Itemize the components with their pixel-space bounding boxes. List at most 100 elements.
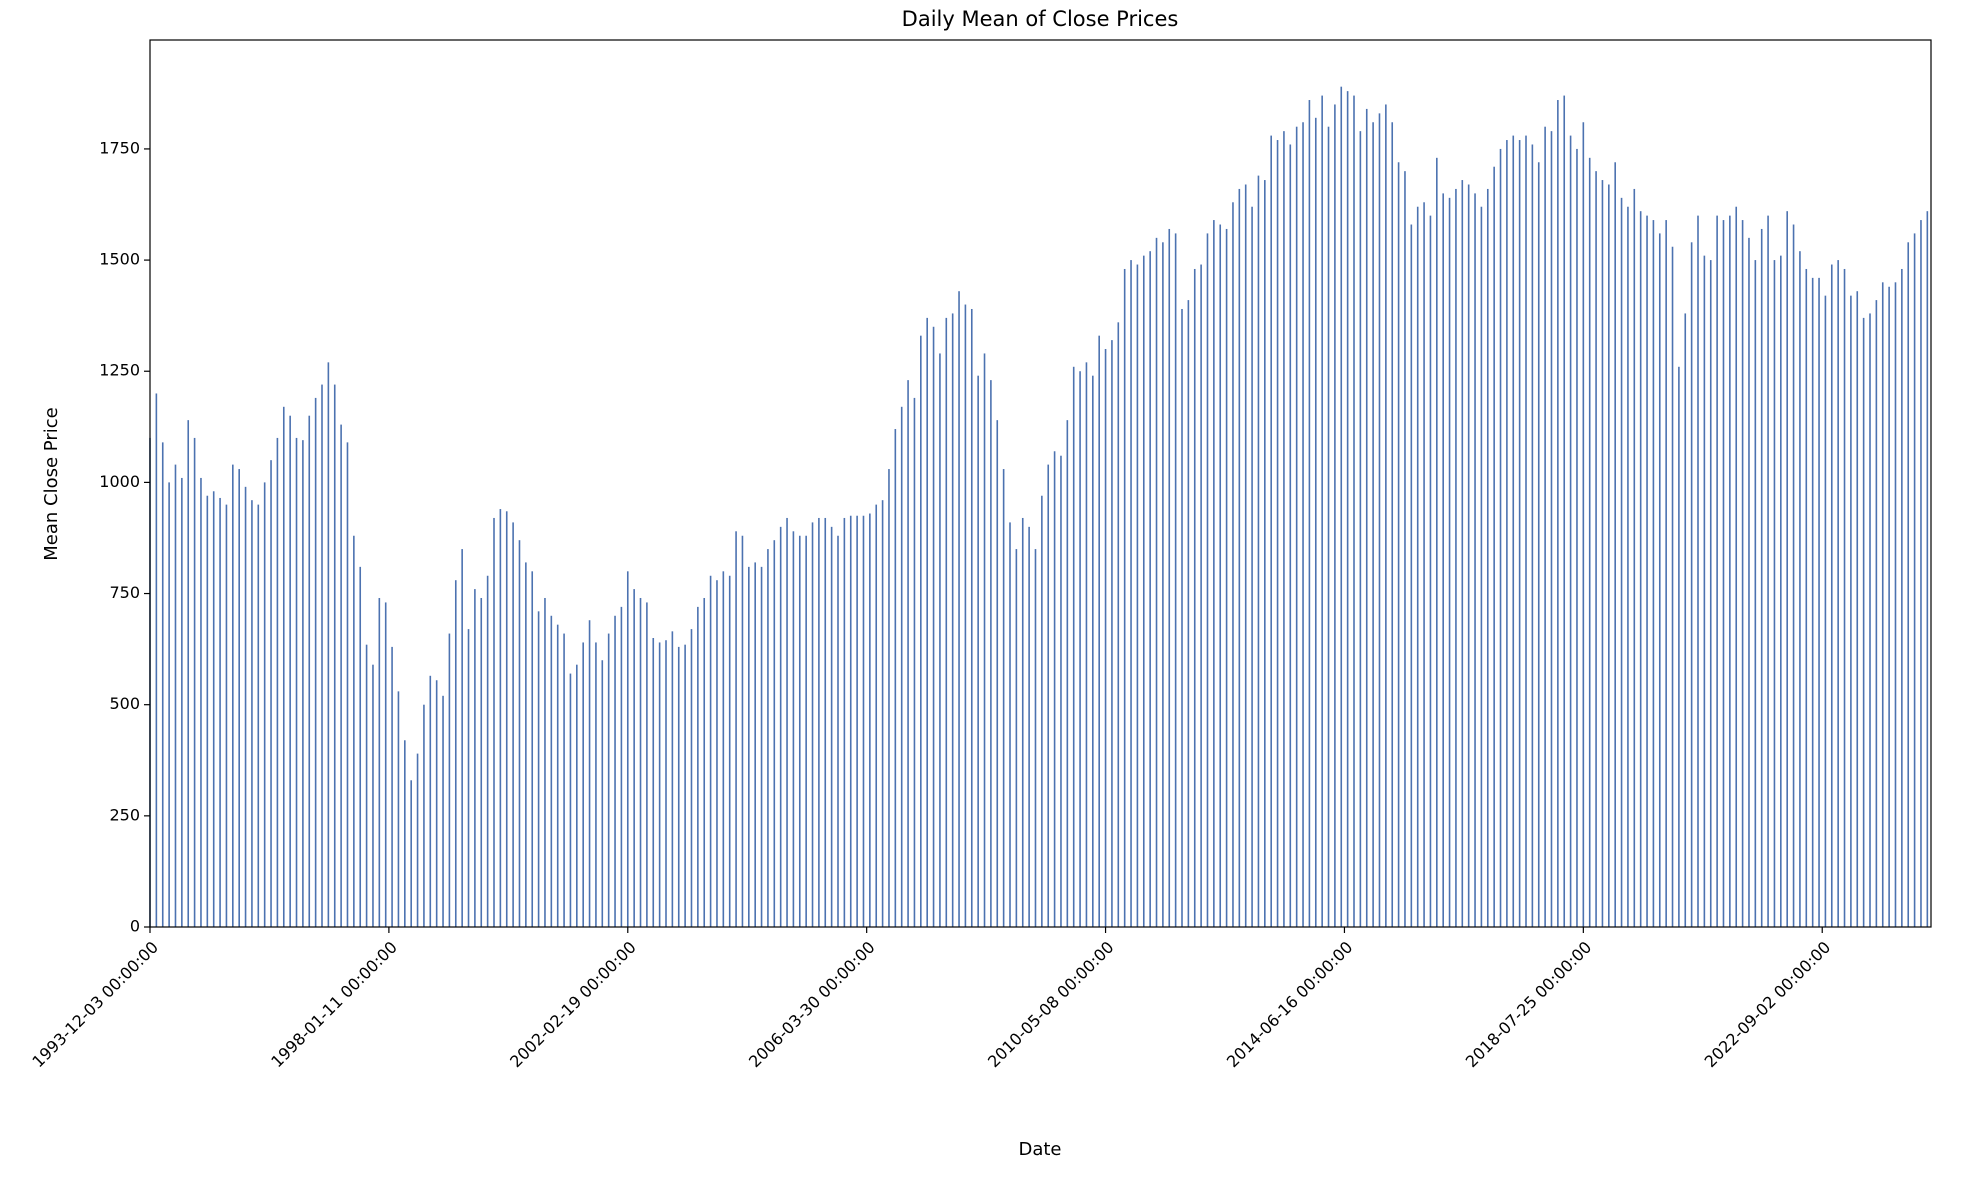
bar [735,531,737,927]
bar [1276,140,1279,927]
bar [1136,264,1139,927]
bar [1557,100,1559,927]
bar [1079,371,1081,927]
bar [843,517,846,927]
bar [671,631,674,927]
bar [1021,517,1024,927]
bar [531,571,534,927]
bar [161,442,164,927]
bar [958,291,960,927]
bar [168,482,170,927]
bar [907,380,909,927]
x-tick-label: 2018-07-25 00:00:00 [1462,938,1596,1072]
bar [1264,180,1266,928]
y-tick-label: 1000 [99,472,140,491]
y-tick-label: 1750 [99,138,140,157]
bar [741,535,744,927]
bar [1818,277,1820,927]
x-tick-label: 2002-02-19 00:00:00 [506,938,640,1072]
bar [1926,211,1929,928]
bar [1907,242,1910,928]
bar [1678,366,1680,928]
bar [1053,451,1056,927]
bar [1200,264,1202,927]
bar [1442,193,1444,927]
bar [1525,135,1527,927]
bar [327,362,330,927]
bar [1060,455,1062,927]
bar [626,571,629,927]
bar [346,442,349,927]
bar [480,597,483,927]
bar [1754,260,1757,927]
bar [614,615,616,927]
bar [1658,233,1661,928]
bar [1493,166,1495,927]
bar [1512,135,1515,927]
bar [888,469,890,927]
bar [1703,255,1706,927]
x-axis-label: Date [1018,1139,1061,1160]
bar [525,562,527,927]
bar [607,633,610,927]
bar [760,566,763,927]
bar [1098,335,1100,928]
bar [665,640,667,927]
bar [1811,277,1814,927]
bar [1665,220,1667,927]
bar [1601,180,1604,928]
bar [1773,260,1776,927]
bar [1537,162,1540,927]
bar [1002,469,1005,927]
bar [1799,251,1801,927]
bar [582,642,584,927]
bar [1385,104,1387,927]
bar [1652,220,1655,927]
bar [1028,526,1030,927]
bar [212,491,215,927]
bar [951,313,954,927]
bar [563,633,565,927]
bar [1805,268,1808,927]
bar [1467,184,1470,927]
bar [372,664,374,927]
bar [1837,260,1839,927]
bar [1397,162,1400,927]
x-tick-label: 2006-03-30 00:00:00 [745,938,879,1072]
bar [505,511,508,927]
bar [1314,117,1317,928]
bar [416,753,419,927]
bar [1544,126,1546,928]
bar [1716,215,1718,927]
bar [856,515,858,927]
bar [1289,144,1292,927]
bar [206,495,209,927]
y-tick-label: 500 [109,694,140,713]
bar [340,424,342,927]
bar [996,420,999,927]
bar [798,535,801,927]
bar [1901,268,1903,927]
bar [792,531,795,927]
bar [983,353,986,927]
bar [1875,300,1878,927]
bar [1595,171,1597,927]
bar [1506,140,1508,927]
bar [1327,126,1330,928]
bar [181,477,183,927]
x-tick-label: 1998-01-11 00:00:00 [267,938,401,1072]
bar [677,646,680,927]
bar [429,675,432,927]
bar [263,482,266,927]
bar [1843,268,1846,927]
bar [1888,286,1890,927]
bar [1009,522,1011,927]
bar [779,526,782,927]
bar [1620,197,1623,927]
bar [225,504,228,927]
bar [1830,264,1833,927]
bar [875,504,878,927]
bar [244,486,247,927]
bar [862,515,865,927]
